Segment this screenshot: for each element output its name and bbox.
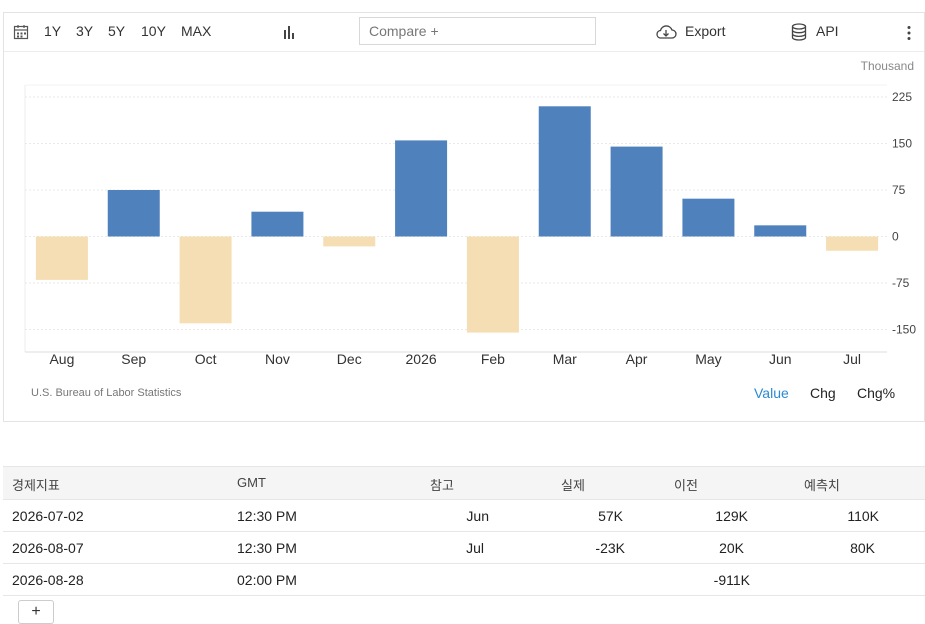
bar-apr <box>610 146 663 237</box>
tab-value[interactable]: Value <box>754 385 789 401</box>
x-tick-label: Mar <box>553 351 577 367</box>
header-indicator: 경제지표 <box>12 478 60 493</box>
row-actual: -23K <box>595 540 625 556</box>
x-tick-label: Sep <box>121 351 146 367</box>
tab-chg-percent[interactable]: Chg% <box>857 385 896 401</box>
range-max-button[interactable]: MAX <box>181 23 212 39</box>
header-forecast: 예측치 <box>804 478 840 493</box>
calendar-icon[interactable] <box>13 24 29 40</box>
bar-2026 <box>395 140 448 237</box>
header-previous: 이전 <box>674 478 698 493</box>
api-button[interactable]: API <box>816 23 839 39</box>
row-actual: 57K <box>598 508 623 524</box>
bar-oct <box>179 236 232 324</box>
table-header: 경제지표 GMT 참고 실제 이전 예측치 <box>3 466 925 500</box>
x-tick-label: Apr <box>626 351 648 367</box>
row-date: 2026-08-28 <box>12 572 84 588</box>
row-forecast: 110K <box>847 508 879 524</box>
y-tick-label: 0 <box>892 230 899 244</box>
row-date: 2026-07-02 <box>12 508 84 524</box>
y-tick-label: 150 <box>892 137 912 151</box>
chart-toolbar: 1Y 3Y 5Y 10Y MAX Export API <box>4 13 924 52</box>
y-tick-label: -150 <box>892 323 916 337</box>
range-5y-button[interactable]: 5Y <box>108 23 126 39</box>
row-time: 12:30 PM <box>237 508 297 524</box>
range-3y-button[interactable]: 3Y <box>76 23 94 39</box>
y-tick-label: 75 <box>892 183 906 197</box>
range-10y-button[interactable]: 10Y <box>141 23 166 39</box>
row-reference: Jul <box>466 540 484 556</box>
export-button[interactable]: Export <box>685 23 726 39</box>
x-tick-label: Jul <box>843 351 861 367</box>
bar-may <box>682 198 735 237</box>
x-tick-label: May <box>695 351 721 367</box>
bar-jun <box>754 225 807 237</box>
row-time: 02:00 PM <box>237 572 297 588</box>
database-icon[interactable] <box>791 23 807 41</box>
chart-panel: 1Y 3Y 5Y 10Y MAX Export API Thousand 225 1… <box>3 12 925 422</box>
header-gmt: GMT <box>237 475 266 490</box>
source-label: U.S. Bureau of Labor Statistics <box>31 387 182 399</box>
calendar-table: 경제지표 GMT 참고 실제 이전 예측치 2026-07-02 12:30 P… <box>3 466 925 596</box>
compare-input[interactable] <box>359 17 596 45</box>
bar-jul <box>826 236 879 251</box>
bar-mar <box>538 106 591 237</box>
row-forecast: 80K <box>850 540 875 556</box>
bar-dec <box>323 236 376 247</box>
table-row: 2026-07-02 12:30 PM Jun 57K 129K 110K <box>3 500 925 532</box>
row-previous: 20K <box>719 540 744 556</box>
bar-chart: Thousand 225 150 75 0 -75 -150 Aug Sep Oct Nov Dec 2… <box>24 59 916 367</box>
bar-sep <box>107 190 160 237</box>
show-more-button[interactable]: + <box>18 600 54 624</box>
x-tick-label: Oct <box>195 351 217 367</box>
bar-nov <box>251 211 304 237</box>
row-date: 2026-08-07 <box>12 540 84 556</box>
unit-label: Thousand <box>861 59 914 73</box>
x-tick-label: Nov <box>265 351 290 367</box>
y-tick-label: -75 <box>892 276 910 290</box>
row-previous: 129K <box>715 508 748 524</box>
tab-chg[interactable]: Chg <box>810 385 836 401</box>
chart-type-icon[interactable] <box>282 24 296 40</box>
x-tick-label: Aug <box>49 351 74 367</box>
x-tick-label: Jun <box>769 351 792 367</box>
bar-aug <box>35 236 88 280</box>
row-time: 12:30 PM <box>237 540 297 556</box>
table-row: 2026-08-07 12:30 PM Jul -23K 20K 80K <box>3 532 925 564</box>
bar-feb <box>466 236 519 333</box>
cloud-download-icon[interactable] <box>655 25 677 40</box>
row-reference: Jun <box>466 508 489 524</box>
x-tick-label: Dec <box>337 351 362 367</box>
row-previous: -911K <box>713 572 750 588</box>
range-1y-button[interactable]: 1Y <box>44 23 62 39</box>
y-tick-label: 225 <box>892 90 912 104</box>
x-tick-label: 2026 <box>406 351 437 367</box>
header-reference: 참고 <box>430 478 454 493</box>
x-tick-label: Feb <box>481 351 505 367</box>
table-row: 2026-08-28 02:00 PM -911K <box>3 564 925 596</box>
header-actual: 실제 <box>561 478 585 493</box>
more-options-icon[interactable] <box>906 25 912 41</box>
